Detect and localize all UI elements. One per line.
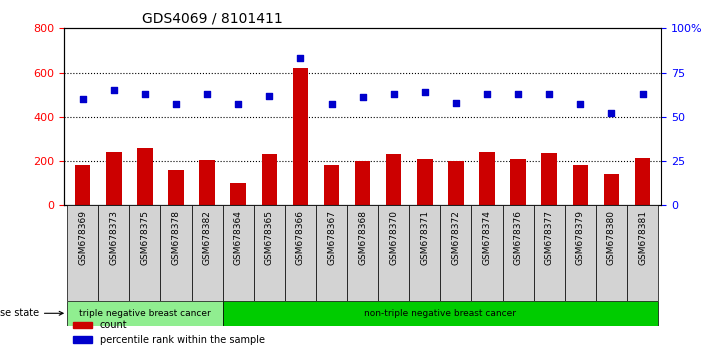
Point: [543, 91, 555, 97]
Bar: [199, 160, 215, 205]
Bar: [137, 148, 153, 205]
Bar: [542, 153, 557, 205]
FancyBboxPatch shape: [223, 205, 254, 301]
Point: [326, 102, 337, 107]
Text: GSM678375: GSM678375: [140, 210, 149, 265]
Point: [637, 91, 648, 97]
FancyBboxPatch shape: [378, 205, 410, 301]
FancyBboxPatch shape: [565, 205, 596, 301]
Point: [77, 96, 88, 102]
Bar: [417, 159, 432, 205]
Bar: [169, 170, 183, 205]
Bar: [448, 161, 464, 205]
Bar: [230, 183, 246, 205]
Text: GSM678382: GSM678382: [203, 210, 212, 265]
Point: [450, 100, 461, 105]
FancyBboxPatch shape: [316, 205, 347, 301]
Point: [574, 102, 586, 107]
FancyBboxPatch shape: [67, 205, 98, 301]
Bar: [572, 166, 588, 205]
Bar: [262, 154, 277, 205]
FancyBboxPatch shape: [129, 205, 161, 301]
FancyBboxPatch shape: [410, 205, 440, 301]
Bar: [386, 154, 402, 205]
Text: GSM678372: GSM678372: [451, 210, 461, 265]
FancyBboxPatch shape: [503, 205, 534, 301]
Bar: [510, 159, 526, 205]
FancyBboxPatch shape: [67, 301, 223, 326]
FancyBboxPatch shape: [98, 205, 129, 301]
Point: [388, 91, 400, 97]
Text: GSM678371: GSM678371: [420, 210, 429, 265]
Point: [513, 91, 524, 97]
Text: GSM678367: GSM678367: [327, 210, 336, 265]
Text: GSM678368: GSM678368: [358, 210, 367, 265]
Bar: [635, 158, 651, 205]
Text: GDS4069 / 8101411: GDS4069 / 8101411: [141, 12, 282, 26]
Text: GSM678366: GSM678366: [296, 210, 305, 265]
Text: GSM678376: GSM678376: [513, 210, 523, 265]
FancyBboxPatch shape: [596, 205, 627, 301]
Bar: [604, 175, 619, 205]
Text: disease state: disease state: [0, 308, 63, 318]
FancyBboxPatch shape: [223, 301, 658, 326]
Text: GSM678365: GSM678365: [264, 210, 274, 265]
Bar: [75, 166, 90, 205]
FancyBboxPatch shape: [285, 205, 316, 301]
Text: GSM678377: GSM678377: [545, 210, 554, 265]
Point: [139, 91, 151, 97]
Text: GSM678373: GSM678373: [109, 210, 118, 265]
Bar: [324, 166, 339, 205]
Text: triple negative breast cancer: triple negative breast cancer: [79, 309, 210, 318]
Point: [419, 89, 431, 95]
Point: [170, 102, 181, 107]
Text: GSM678380: GSM678380: [607, 210, 616, 265]
Text: GSM678364: GSM678364: [234, 210, 242, 265]
Bar: [106, 152, 122, 205]
Point: [357, 95, 368, 100]
Text: GSM678369: GSM678369: [78, 210, 87, 265]
Point: [232, 102, 244, 107]
Point: [294, 56, 306, 61]
FancyBboxPatch shape: [627, 205, 658, 301]
FancyBboxPatch shape: [534, 205, 565, 301]
Legend: count, percentile rank within the sample: count, percentile rank within the sample: [69, 316, 269, 349]
FancyBboxPatch shape: [347, 205, 378, 301]
Text: GSM678379: GSM678379: [576, 210, 585, 265]
FancyBboxPatch shape: [254, 205, 285, 301]
Point: [201, 91, 213, 97]
Bar: [293, 68, 308, 205]
Text: GSM678374: GSM678374: [483, 210, 491, 265]
FancyBboxPatch shape: [440, 205, 471, 301]
Point: [264, 93, 275, 98]
FancyBboxPatch shape: [191, 205, 223, 301]
Bar: [355, 161, 370, 205]
Point: [108, 87, 119, 93]
Text: non-triple negative breast cancer: non-triple negative breast cancer: [364, 309, 516, 318]
Point: [481, 91, 493, 97]
Text: GSM678378: GSM678378: [171, 210, 181, 265]
FancyBboxPatch shape: [471, 205, 503, 301]
Point: [606, 110, 617, 116]
Text: GSM678370: GSM678370: [389, 210, 398, 265]
Bar: [479, 152, 495, 205]
FancyBboxPatch shape: [161, 205, 191, 301]
Text: GSM678381: GSM678381: [638, 210, 647, 265]
